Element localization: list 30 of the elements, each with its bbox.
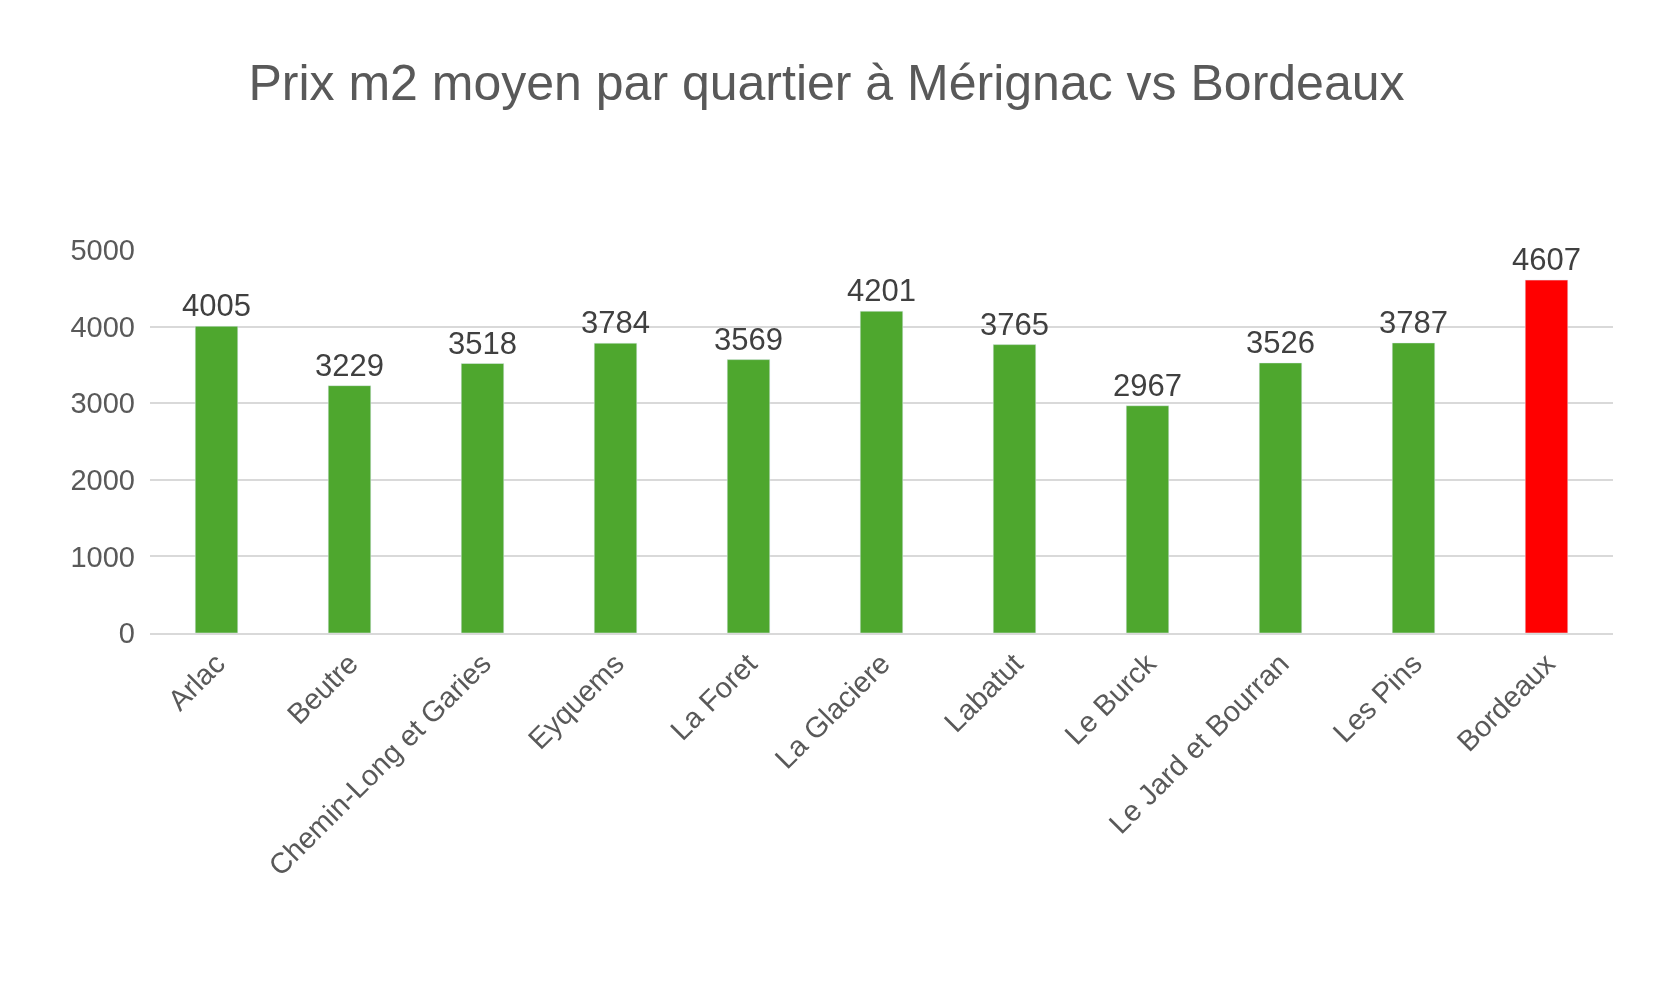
bar (327, 385, 372, 633)
bar (460, 363, 505, 633)
data-label: 4607 (1512, 242, 1581, 278)
bar (1524, 279, 1569, 633)
bar (726, 359, 771, 633)
bar (593, 342, 638, 633)
data-label: 2967 (1113, 367, 1182, 403)
y-tick-label: 3000 (70, 387, 135, 420)
bar (1125, 405, 1170, 633)
y-tick-label: 0 (118, 617, 135, 650)
data-label: 3569 (714, 321, 783, 357)
data-label: 3229 (315, 347, 384, 383)
bar (992, 344, 1037, 633)
bar (194, 325, 239, 633)
chart-title: Prix m2 moyen par quartier à Mérignac vs Bordeaux (248, 54, 1405, 111)
data-label: 3518 (448, 325, 517, 361)
y-tick-label: 1000 (70, 540, 135, 573)
bar (1258, 362, 1303, 633)
data-label: 4005 (182, 288, 251, 324)
y-tick-label: 5000 (70, 234, 135, 267)
data-label: 3526 (1246, 324, 1315, 360)
data-label: 3787 (1379, 304, 1448, 340)
data-label: 4201 (847, 273, 916, 309)
y-tick-label: 2000 (70, 463, 135, 496)
y-tick-label: 4000 (70, 310, 135, 343)
bar (859, 310, 904, 633)
x-tick-label: Les Pins (1326, 647, 1428, 749)
data-label: 3765 (980, 306, 1049, 342)
data-label: 3784 (581, 305, 650, 341)
bar (1391, 342, 1436, 633)
